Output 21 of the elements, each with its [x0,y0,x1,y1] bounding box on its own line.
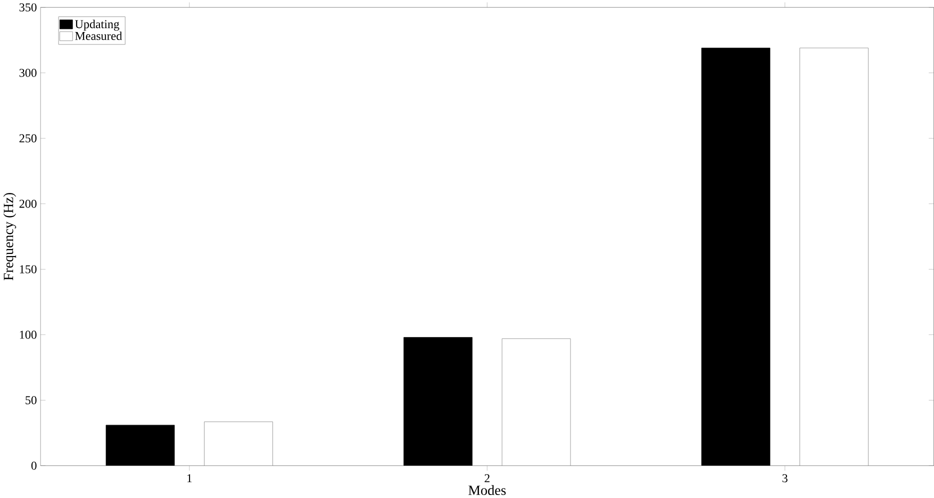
x-tick-label: 2 [484,474,490,482]
y-tick-label: 200 [19,200,36,208]
y-tick-label: 0 [31,461,36,470]
bar [701,48,770,466]
y-tick-label: 150 [20,265,36,274]
bar [502,338,571,466]
bar [800,48,868,466]
legend-label: Updating [75,20,120,31]
legend-label: Measured [75,31,122,40]
y-tick-label: 350 [20,3,36,12]
x-tick-label: 3 [782,474,788,482]
bar [404,336,472,466]
bar [106,424,175,466]
bar [204,421,273,466]
y-tick-label: 100 [20,330,36,339]
x-axis-title: Modes [468,484,506,495]
x-tick-label: 1 [187,474,192,482]
y-tick-label: 300 [20,68,36,77]
y-axis-title: Frequency (Hz) [3,192,16,280]
y-tick-label: 250 [19,134,36,142]
y-tick-label: 50 [26,396,36,404]
